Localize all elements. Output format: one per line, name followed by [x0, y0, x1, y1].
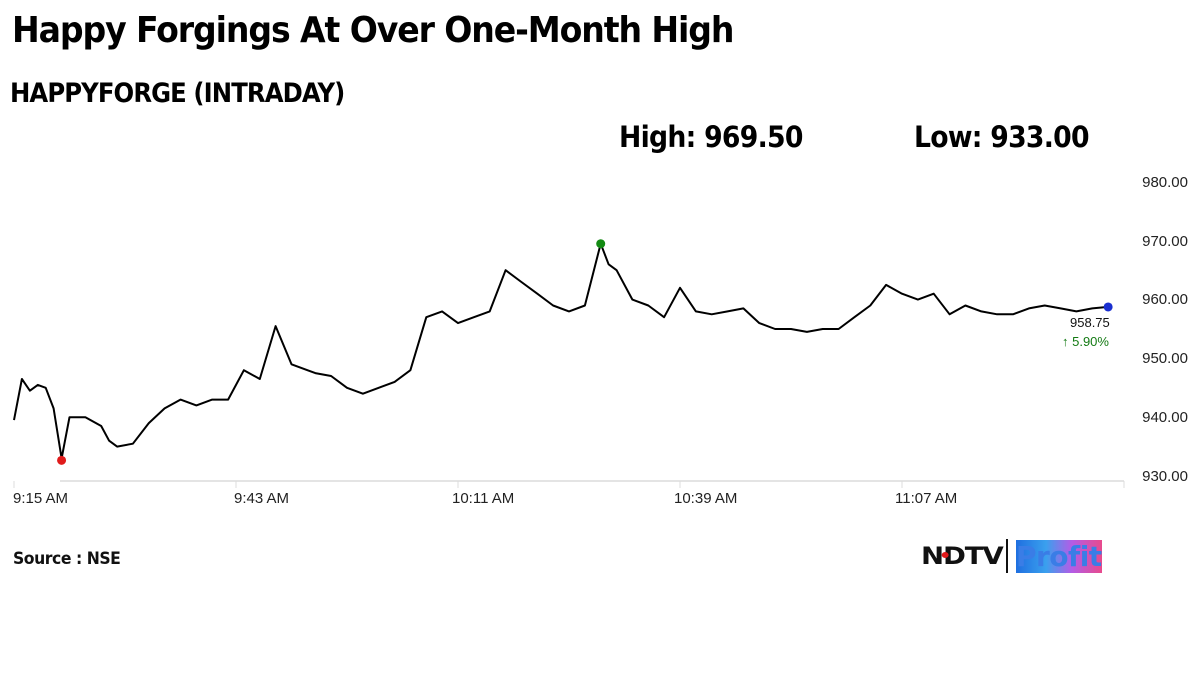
y-tick: 960.00: [1142, 291, 1188, 308]
x-tick: 10:11 AM: [452, 490, 515, 507]
x-tick: 9:43 AM: [234, 490, 290, 507]
last-marker: [1103, 302, 1113, 312]
y-tick: 970.00: [1142, 233, 1188, 250]
x-tick-marks: [13, 481, 1125, 488]
low-marker: [57, 455, 67, 465]
last-change-label: ↑ 5.90%: [1062, 334, 1109, 349]
chart-title: Happy Forgings At Over One-Month High: [12, 10, 734, 51]
logo-ndtv-text: NDTV: [921, 542, 1004, 570]
ndtv-profit-logo: NDTV Profit: [921, 538, 1102, 574]
source-label: Source : NSE: [13, 549, 121, 569]
high-value: High: 969.50: [619, 120, 803, 154]
logo-dot-icon: [941, 552, 949, 558]
chart-subtitle: HAPPYFORGE (INTRADAY): [10, 78, 345, 109]
x-tick: 9:15 AM: [13, 490, 69, 507]
x-tick: 10:39 AM: [674, 490, 738, 507]
low-value: Low: 933.00: [914, 120, 1090, 154]
y-tick: 930.00: [1142, 468, 1188, 485]
last-price-label: 958.75: [1070, 315, 1110, 330]
logo-profit-text: Profit: [1015, 539, 1102, 573]
logo-separator: [1005, 539, 1008, 573]
x-tick: 11:07 AM: [895, 490, 958, 507]
y-tick: 950.00: [1142, 350, 1188, 367]
y-tick: 980.00: [1142, 174, 1188, 191]
high-marker: [596, 239, 606, 249]
y-tick: 940.00: [1142, 409, 1188, 426]
price-line: [13, 242, 1109, 460]
